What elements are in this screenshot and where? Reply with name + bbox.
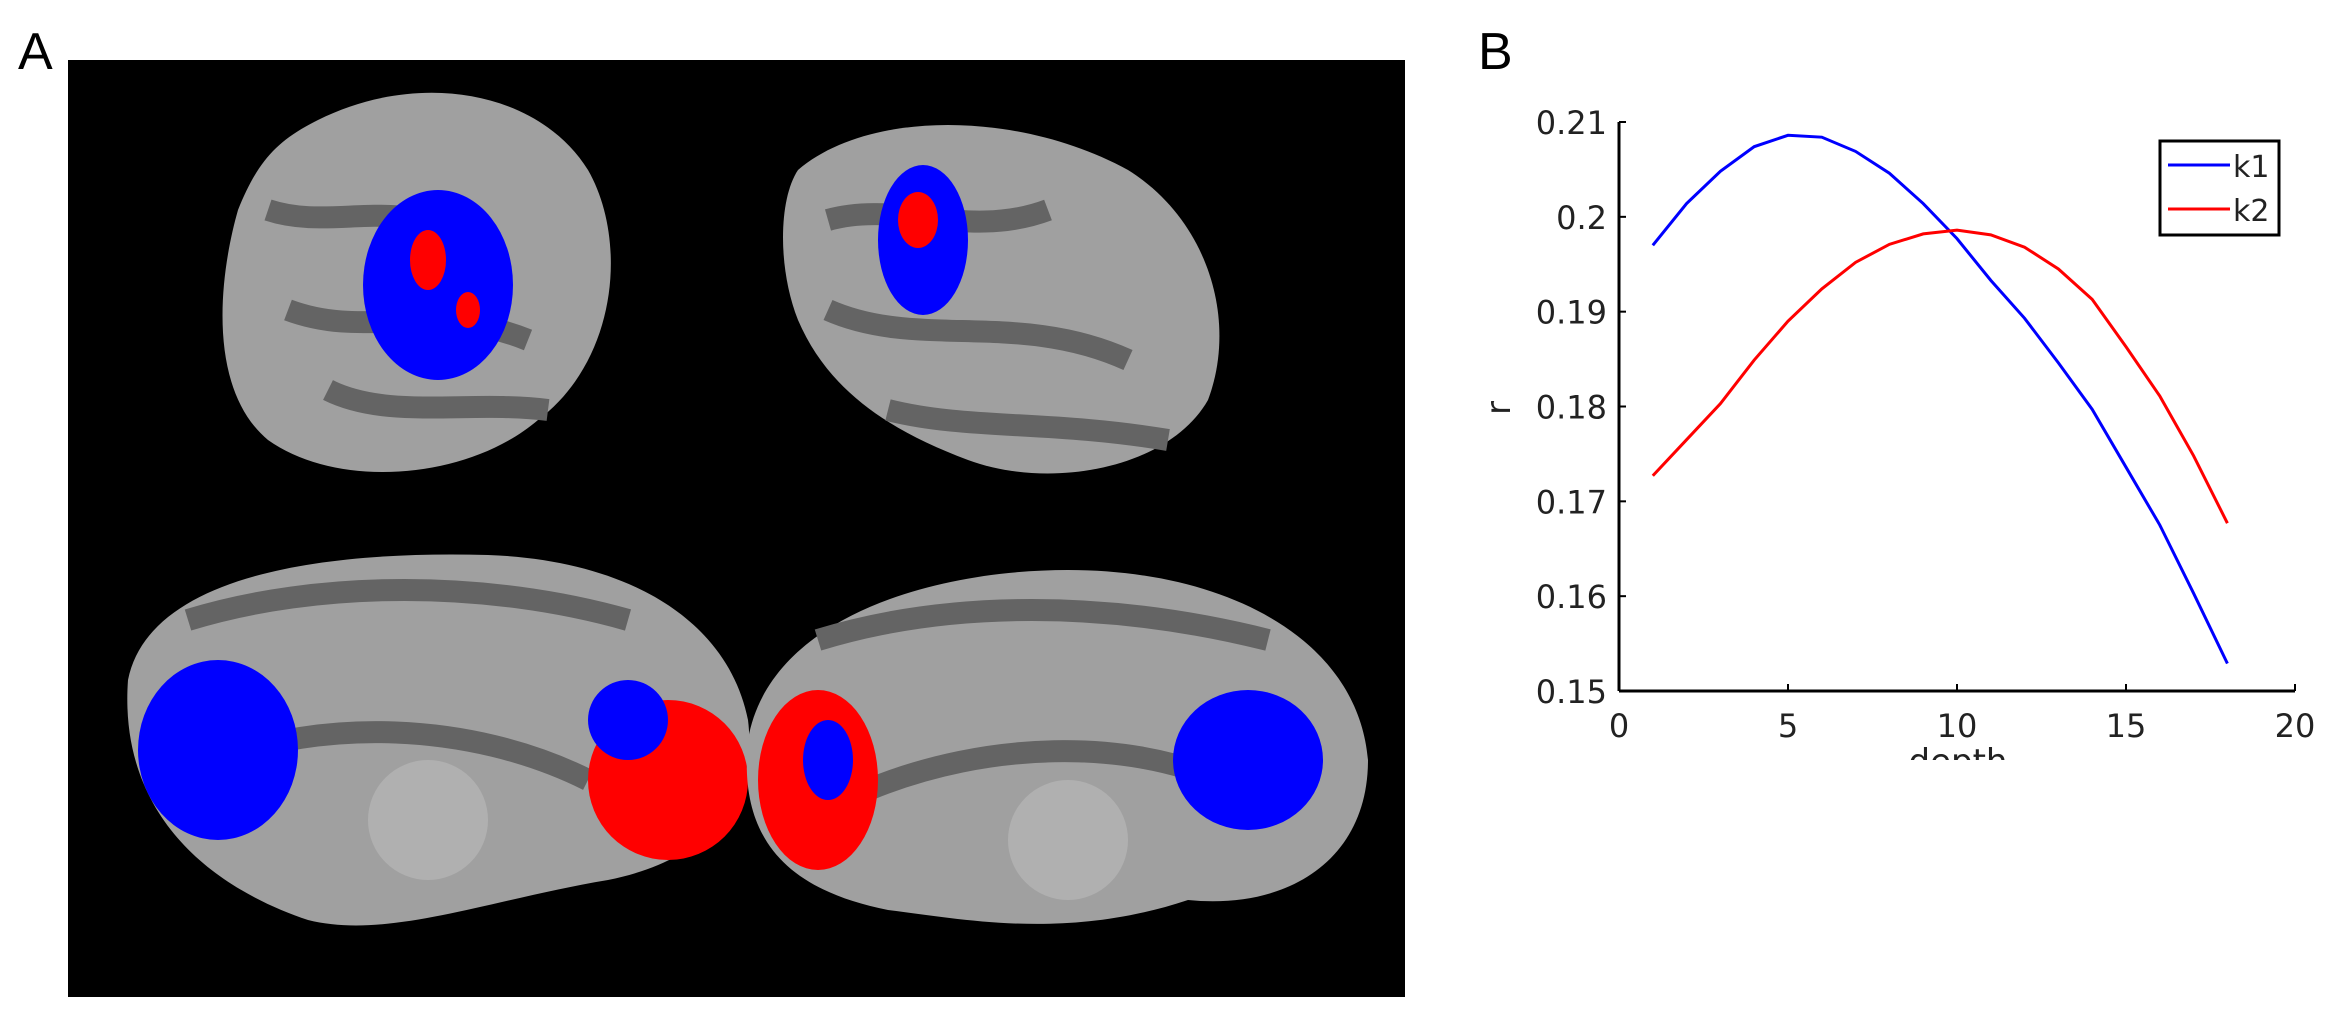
y-tick-label: 0.21 [1536, 104, 1607, 142]
x-tick-label: 0 [1609, 707, 1629, 745]
panel-b-label: B [1478, 23, 1513, 81]
series-line-k2 [1651, 228, 2229, 524]
x-tick-label: 10 [1937, 707, 1978, 745]
x-tick-label: 5 [1778, 707, 1798, 745]
legend: k1 k2 [2158, 139, 2281, 237]
legend-k1-label: k1 [2233, 150, 2269, 185]
brain-view-right-lateral [783, 125, 1220, 474]
y-tick-label: 0.16 [1536, 578, 1607, 616]
k2-cluster [898, 192, 938, 248]
brain-view-left-medial [127, 554, 750, 926]
brain-view-left-lateral [222, 92, 611, 473]
x-axis-label: depth [1909, 742, 2008, 760]
y-tick-label: 0.2 [1556, 199, 1607, 237]
x-tick-label: 20 [2275, 707, 2316, 745]
y-tick-label: 0.15 [1536, 673, 1607, 711]
k1-cluster [363, 190, 513, 380]
x-tick-label: 15 [2106, 707, 2147, 745]
series-line-k1 [1651, 133, 2229, 665]
y-tick-label: 0.17 [1536, 483, 1607, 521]
y-axis-label: r [1480, 401, 1519, 415]
panel-a-label: A [18, 23, 53, 81]
k1-cluster [138, 660, 298, 840]
series-lines [1651, 133, 2229, 665]
brain-surface-views [68, 60, 1405, 997]
legend-k2-label: k2 [2233, 194, 2269, 229]
y-tick-label: 0.19 [1536, 294, 1607, 332]
brain-view-right-medial [746, 570, 1368, 924]
k2-cluster [410, 230, 446, 290]
depth-correlation-chart: 0 5 10 15 20 0.15 0.16 0.17 0.18 0.19 0.2 0.21 depth… [1480, 104, 2315, 760]
y-tick-label: 0.18 [1536, 389, 1607, 427]
k1-cluster [1173, 690, 1323, 830]
axes: 0 5 10 15 20 0.15 0.16 0.17 0.18 0.19 0.2 0.21 depth… [1480, 104, 2315, 760]
